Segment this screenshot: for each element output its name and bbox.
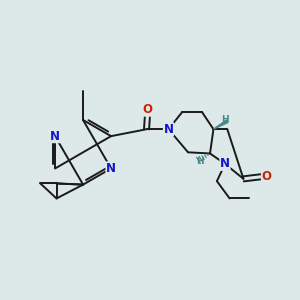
Text: O: O	[262, 170, 272, 183]
Text: N: N	[220, 157, 230, 170]
Text: O: O	[143, 103, 153, 116]
Text: N: N	[106, 162, 116, 175]
Text: H: H	[196, 157, 203, 166]
Text: H: H	[221, 116, 229, 124]
Polygon shape	[214, 120, 228, 129]
Text: N: N	[164, 123, 173, 136]
Text: N: N	[50, 130, 60, 143]
